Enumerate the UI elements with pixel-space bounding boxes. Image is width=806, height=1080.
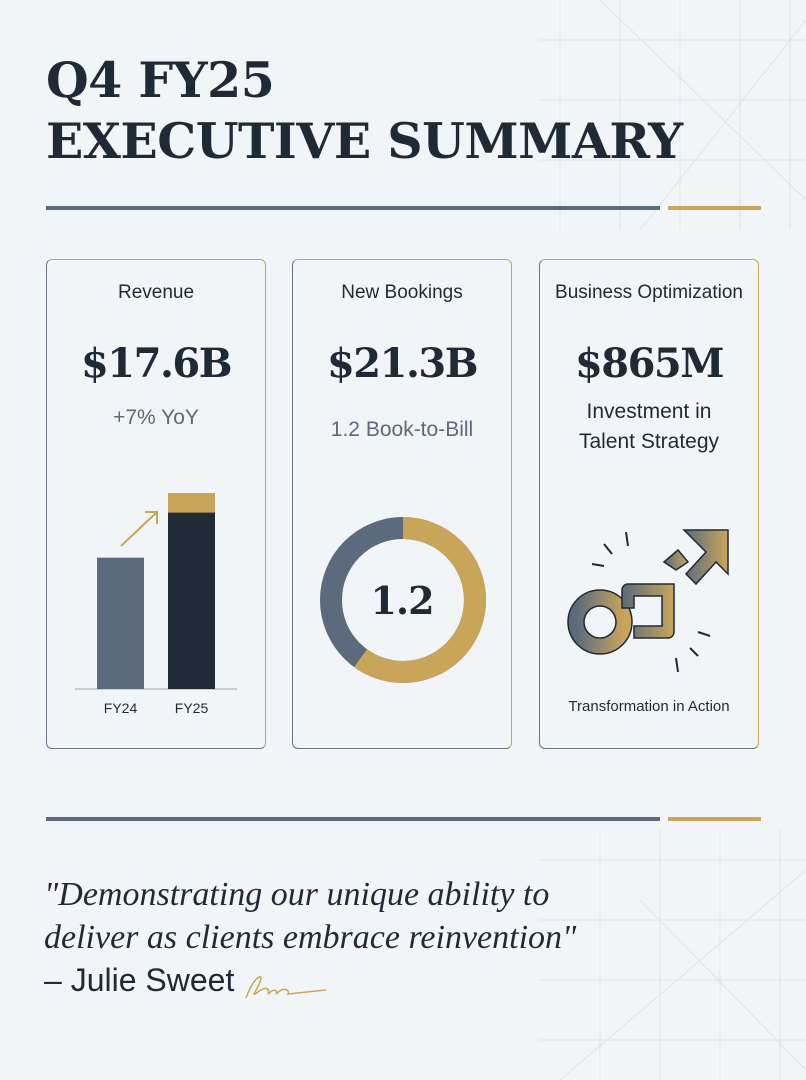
bar-fy25 [168,493,215,689]
quote-author: – Julie Sweet [44,962,235,998]
card-subtext: +7% YoY [113,406,199,429]
card-value: $865M [574,340,725,387]
revenue-card: Revenue $17.6B +7% YoY FY24 FY25 [46,259,266,749]
bar-growth-cap [168,493,215,513]
divider-bottom [46,817,761,821]
bar-label: FY24 [103,700,138,716]
growth-arrow-icon [120,511,158,547]
title-line-1: Q4 FY25 [46,51,275,109]
icon-caption: Transformation in Action [568,698,730,715]
card-label: New Bookings [341,282,463,303]
card-label: Revenue [117,282,195,303]
signature-image [245,976,327,999]
card-subtext-line-1: Investment in [586,400,712,423]
bar-label: FY25 [174,700,209,716]
card-value: $17.6B [80,340,233,387]
quote-line-2: deliver as clients embrace reinvention" [44,919,577,956]
bar-fy24 [97,557,144,689]
book-to-bill-ring [320,517,486,683]
revenue-bar-chart [75,493,237,690]
transformation-arrow-icon [567,529,729,673]
ring-value: 1.2 [370,578,434,623]
card-label: Business Optimization [555,282,743,303]
title-line-2: EXECUTIVE SUMMARY [46,112,683,170]
divider-top [46,206,761,210]
new-bookings-card: New Bookings $21.3B 1.2 Book-to-Bill 1.2 [292,259,512,749]
quote-line-1: "Demonstrating our unique ability to [44,876,550,913]
business-optimization-card: Business Optimization $865M Investment i… [539,259,759,749]
ring-gold-segment [320,517,486,683]
card-value: $21.3B [326,340,479,387]
card-subtext-line-2: Talent Strategy [578,430,720,453]
card-subtext: 1.2 Book-to-Bill [330,418,474,441]
